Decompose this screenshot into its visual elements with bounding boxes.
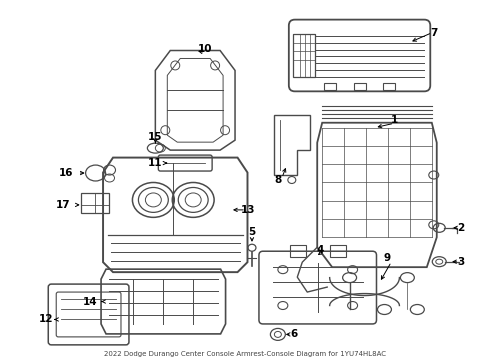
Text: 14: 14 xyxy=(83,297,98,306)
Text: 16: 16 xyxy=(58,168,73,178)
Text: 3: 3 xyxy=(458,257,465,267)
Text: 1: 1 xyxy=(391,115,398,125)
Text: 7: 7 xyxy=(431,28,438,37)
Text: 4: 4 xyxy=(316,245,323,255)
Bar xyxy=(293,33,315,77)
Text: 6: 6 xyxy=(290,329,297,339)
Bar xyxy=(290,245,306,257)
Bar xyxy=(324,84,336,90)
Bar xyxy=(81,193,108,213)
Bar xyxy=(384,84,395,90)
Text: 10: 10 xyxy=(198,44,212,54)
Text: 11: 11 xyxy=(148,158,163,168)
Bar xyxy=(354,84,366,90)
Text: 15: 15 xyxy=(148,132,163,142)
Text: 17: 17 xyxy=(55,200,70,210)
Text: 5: 5 xyxy=(248,227,256,237)
Text: 2022 Dodge Durango Center Console Armrest-Console Diagram for 1YU74HL8AC: 2022 Dodge Durango Center Console Armres… xyxy=(104,351,386,357)
Text: 13: 13 xyxy=(241,205,255,215)
Text: 8: 8 xyxy=(274,175,281,185)
Text: 2: 2 xyxy=(458,223,465,233)
Text: 12: 12 xyxy=(39,314,53,324)
Bar xyxy=(330,245,345,257)
Text: 9: 9 xyxy=(384,253,391,263)
